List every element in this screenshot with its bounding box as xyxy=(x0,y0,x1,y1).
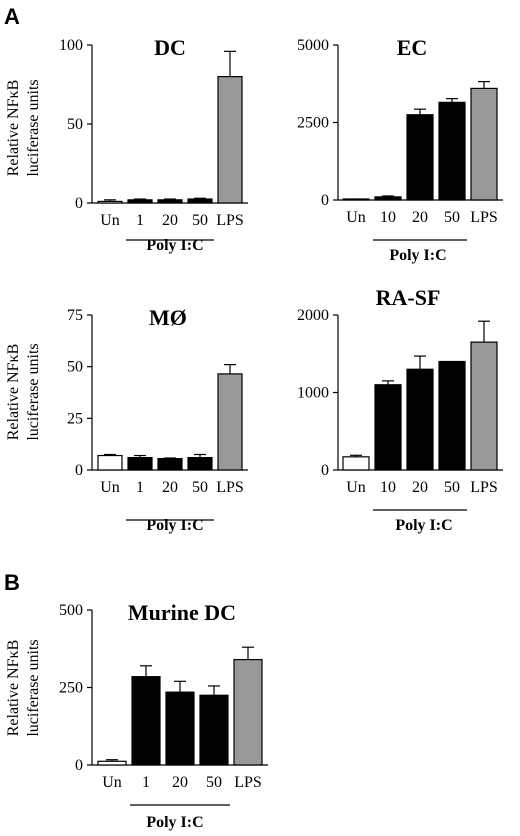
x-tick-label: 50 xyxy=(206,774,222,791)
x-tick-label: LPS xyxy=(470,479,498,496)
x-tick-label: 20 xyxy=(172,774,188,791)
bar-lps xyxy=(233,658,263,766)
bar-50 xyxy=(187,198,213,204)
x-tick-label: 50 xyxy=(444,209,460,226)
x-tick-label: LPS xyxy=(216,212,244,229)
y-tick-label: 0 xyxy=(75,195,83,212)
y-tick-label: 1000 xyxy=(297,385,329,402)
panel-label-a: A xyxy=(4,4,20,29)
bar-lps xyxy=(217,75,243,204)
chart-title: DC xyxy=(154,35,186,60)
chart-macrophage: Relative NFκB luciferase units MØ Poly I… xyxy=(5,305,248,534)
group-label: Poly I:C xyxy=(389,247,446,264)
group-label: Poly I:C xyxy=(146,814,203,831)
y-tick-label: 2000 xyxy=(297,307,329,324)
group-label: Poly I:C xyxy=(395,517,452,534)
y-axis-label-line-1: Relative NFκB xyxy=(5,344,22,441)
y-axis-label-line-2: luciferase units xyxy=(25,79,42,176)
bar-20 xyxy=(157,199,183,204)
y-axis-label-line-2: luciferase units xyxy=(25,639,42,736)
x-tick-label: 10 xyxy=(380,479,396,496)
bar-un xyxy=(97,760,127,766)
x-tick-label: 1 xyxy=(136,212,144,229)
x-tick-label: LPS xyxy=(234,774,262,791)
bar-un xyxy=(97,454,123,471)
bar-lps xyxy=(470,341,498,471)
y-axis-label-line-2: luciferase units xyxy=(25,343,42,440)
x-tick-label: 20 xyxy=(412,479,428,496)
bar-20 xyxy=(157,458,183,471)
bar-20 xyxy=(406,368,434,471)
y-tick-label: 5000 xyxy=(297,37,329,54)
bar-1 xyxy=(127,199,153,204)
x-tick-label: 1 xyxy=(136,479,144,496)
x-tick-label: Un xyxy=(102,774,122,791)
x-tick-label: Un xyxy=(100,479,120,496)
y-tick-label: 2500 xyxy=(297,115,329,132)
x-tick-label: LPS xyxy=(216,479,244,496)
bar-20 xyxy=(406,114,434,201)
y-tick-label: 0 xyxy=(75,757,83,774)
y-tick-label: 100 xyxy=(59,37,83,54)
bar-50 xyxy=(438,101,466,201)
x-tick-label: 20 xyxy=(162,212,178,229)
bar-lps xyxy=(470,87,498,201)
group-label: Poly I:C xyxy=(146,237,203,254)
x-tick-label: 10 xyxy=(380,209,396,226)
y-tick-label: 0 xyxy=(321,192,329,209)
panel-label-b: B xyxy=(4,570,20,595)
x-tick-label: Un xyxy=(100,212,120,229)
chart-title: EC xyxy=(397,35,428,60)
chart-murine-dc: Relative NFκB luciferase units Murine DC… xyxy=(5,600,268,831)
chart-title: RA-SF xyxy=(376,285,441,310)
y-tick-label: 50 xyxy=(67,116,83,133)
bar-un xyxy=(342,456,370,471)
chart-title: Murine DC xyxy=(128,600,236,625)
y-tick-label: 25 xyxy=(67,410,83,427)
chart-ec: EC Poly I:C 0 2500 5000 Un 10 20 50 LPS xyxy=(297,35,503,264)
y-tick-label: 500 xyxy=(59,602,83,619)
bar-50 xyxy=(187,457,213,471)
x-tick-label: 20 xyxy=(162,479,178,496)
y-axis-label-line-1: Relative NFκB xyxy=(5,80,22,177)
bar-50 xyxy=(199,694,229,766)
y-tick-label: 75 xyxy=(67,307,83,324)
y-tick-label: 0 xyxy=(75,462,83,479)
chart-dc: Relative NFκB luciferase units DC Poly I… xyxy=(5,35,248,254)
x-tick-label: 1 xyxy=(142,774,150,791)
bar-50 xyxy=(438,360,466,471)
bar-1 xyxy=(127,457,153,471)
bar-lps xyxy=(217,373,243,471)
chart-title: MØ xyxy=(149,305,187,330)
y-axis-label-line-1: Relative NFκB xyxy=(5,640,22,737)
y-tick-label: 0 xyxy=(321,462,329,479)
y-tick-label: 50 xyxy=(67,359,83,376)
bar-10 xyxy=(374,384,402,471)
bar-1 xyxy=(131,676,161,766)
bar-un xyxy=(97,200,123,204)
x-tick-label: 50 xyxy=(192,212,208,229)
chart-ra-sf: RA-SF Poly I:C 0 1000 2000 Un 10 20 50 LPS xyxy=(297,285,503,534)
x-tick-label: 50 xyxy=(192,479,208,496)
x-tick-label: Un xyxy=(346,209,366,226)
x-tick-label: 20 xyxy=(412,209,428,226)
group-label: Poly I:C xyxy=(146,517,203,534)
x-tick-label: LPS xyxy=(470,209,498,226)
y-tick-label: 250 xyxy=(59,680,83,697)
bar-20 xyxy=(165,691,195,766)
x-tick-label: 50 xyxy=(444,479,460,496)
x-tick-label: Un xyxy=(346,479,366,496)
bar-10 xyxy=(374,196,402,201)
